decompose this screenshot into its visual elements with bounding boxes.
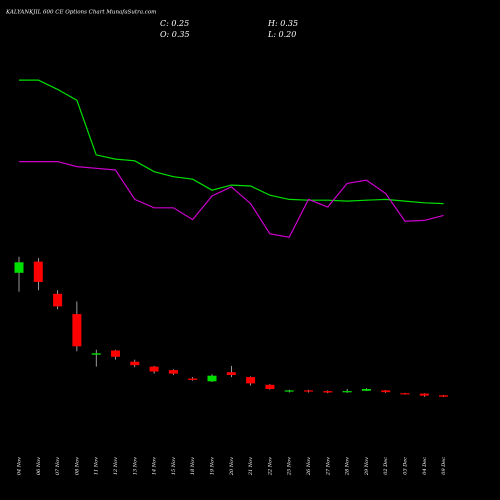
x-tick-label: 11 Nov xyxy=(94,457,100,475)
candle-body xyxy=(265,384,275,389)
x-tick-label: 27 Nov xyxy=(325,457,331,476)
x-tick-label: 22 Nov xyxy=(267,457,273,476)
candle-body xyxy=(381,390,391,393)
candle-body xyxy=(111,350,120,357)
low-value: L: 0.20 xyxy=(267,30,296,39)
x-tick-label: 26 Nov xyxy=(306,457,312,476)
candle-body xyxy=(419,393,429,396)
x-tick-label: 07 Nov xyxy=(55,457,61,475)
candle-body xyxy=(439,395,449,397)
candle-body xyxy=(33,261,43,282)
x-tick-label: 19 Nov xyxy=(210,457,216,475)
x-tick-label: 28 Nov xyxy=(345,457,351,476)
x-tick-label: 29 Nov xyxy=(364,457,370,476)
candle-body xyxy=(14,262,24,273)
x-axis-ticks: 04 Nov 06 Nov 07 Nov 08 Nov 11 Nov 12 Nov 13 N… xyxy=(17,457,448,476)
candle-body xyxy=(207,375,217,382)
x-tick-label: 18 Nov xyxy=(190,457,196,475)
candle-body xyxy=(91,353,101,355)
candle-body xyxy=(323,391,333,393)
open-value: O: 0.35 xyxy=(160,30,190,39)
candle-body xyxy=(284,390,294,392)
candle-body xyxy=(226,372,236,375)
close-value: C: 0.25 xyxy=(160,19,189,28)
candle-body xyxy=(342,391,352,393)
x-tick-label: 09 Dec xyxy=(441,457,447,475)
candle-body xyxy=(53,293,63,307)
candle-body xyxy=(72,314,82,347)
x-tick-label: 04 Dec xyxy=(422,457,428,475)
indicator-lines xyxy=(19,79,444,238)
x-tick-label: 25 Nov xyxy=(287,457,293,476)
candle-body xyxy=(130,361,140,366)
candle-body xyxy=(149,366,159,372)
candle-body xyxy=(188,378,198,380)
x-tick-label: 20 Nov xyxy=(229,457,235,476)
candle-body xyxy=(400,393,410,395)
x-tick-label: 06 Nov xyxy=(36,457,42,475)
chart-title: KALYANKJIL 600 CE Options Chart MunafaSu… xyxy=(5,10,156,16)
candles xyxy=(14,256,449,398)
x-tick-label: 02 Dec xyxy=(383,457,389,475)
x-tick-label: 12 Nov xyxy=(113,457,119,475)
x-tick-label: 03 Dec xyxy=(403,457,409,475)
x-tick-label: 08 Nov xyxy=(74,457,80,475)
high-value: H: 0.35 xyxy=(267,19,298,28)
x-tick-label: 21 Nov xyxy=(248,457,254,476)
x-tick-label: 15 Nov xyxy=(171,457,177,475)
candle-body xyxy=(304,390,313,392)
candle-body xyxy=(246,377,256,384)
series-line-2 xyxy=(19,161,444,238)
candle-body xyxy=(361,389,371,391)
candle-body xyxy=(168,370,178,374)
x-tick-label: 13 Nov xyxy=(132,457,138,475)
x-tick-label: 14 Nov xyxy=(152,457,158,475)
series-line-1 xyxy=(19,79,444,205)
x-tick-label: 04 Nov xyxy=(17,457,23,475)
